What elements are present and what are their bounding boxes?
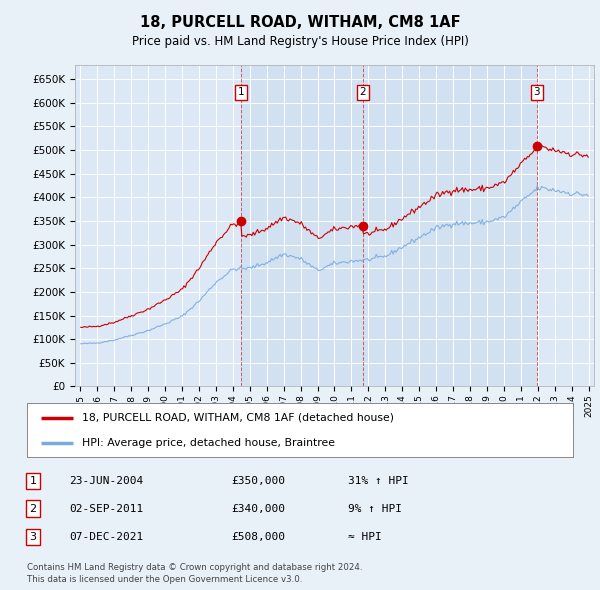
Text: £340,000: £340,000 [231,504,285,513]
Text: ≈ HPI: ≈ HPI [348,532,382,542]
Text: 18, PURCELL ROAD, WITHAM, CM8 1AF: 18, PURCELL ROAD, WITHAM, CM8 1AF [140,15,460,30]
Text: 2: 2 [29,504,37,513]
Text: £350,000: £350,000 [231,476,285,486]
Text: 3: 3 [533,87,540,97]
Text: 3: 3 [29,532,37,542]
Text: Contains HM Land Registry data © Crown copyright and database right 2024.
This d: Contains HM Land Registry data © Crown c… [27,563,362,584]
Text: HPI: Average price, detached house, Braintree: HPI: Average price, detached house, Brai… [82,438,335,448]
Bar [363,65,537,386]
Text: 31% ↑ HPI: 31% ↑ HPI [348,476,409,486]
Text: 02-SEP-2011: 02-SEP-2011 [69,504,143,513]
Text: 18, PURCELL ROAD, WITHAM, CM8 1AF (detached house): 18, PURCELL ROAD, WITHAM, CM8 1AF (detac… [82,412,394,422]
Text: 1: 1 [238,87,244,97]
Text: 1: 1 [29,476,37,486]
Text: Price paid vs. HM Land Registry's House Price Index (HPI): Price paid vs. HM Land Registry's House … [131,35,469,48]
Text: 23-JUN-2004: 23-JUN-2004 [69,476,143,486]
Text: 2: 2 [359,87,366,97]
Text: 07-DEC-2021: 07-DEC-2021 [69,532,143,542]
Text: £508,000: £508,000 [231,532,285,542]
Text: 9% ↑ HPI: 9% ↑ HPI [348,504,402,513]
Bar [241,65,363,386]
